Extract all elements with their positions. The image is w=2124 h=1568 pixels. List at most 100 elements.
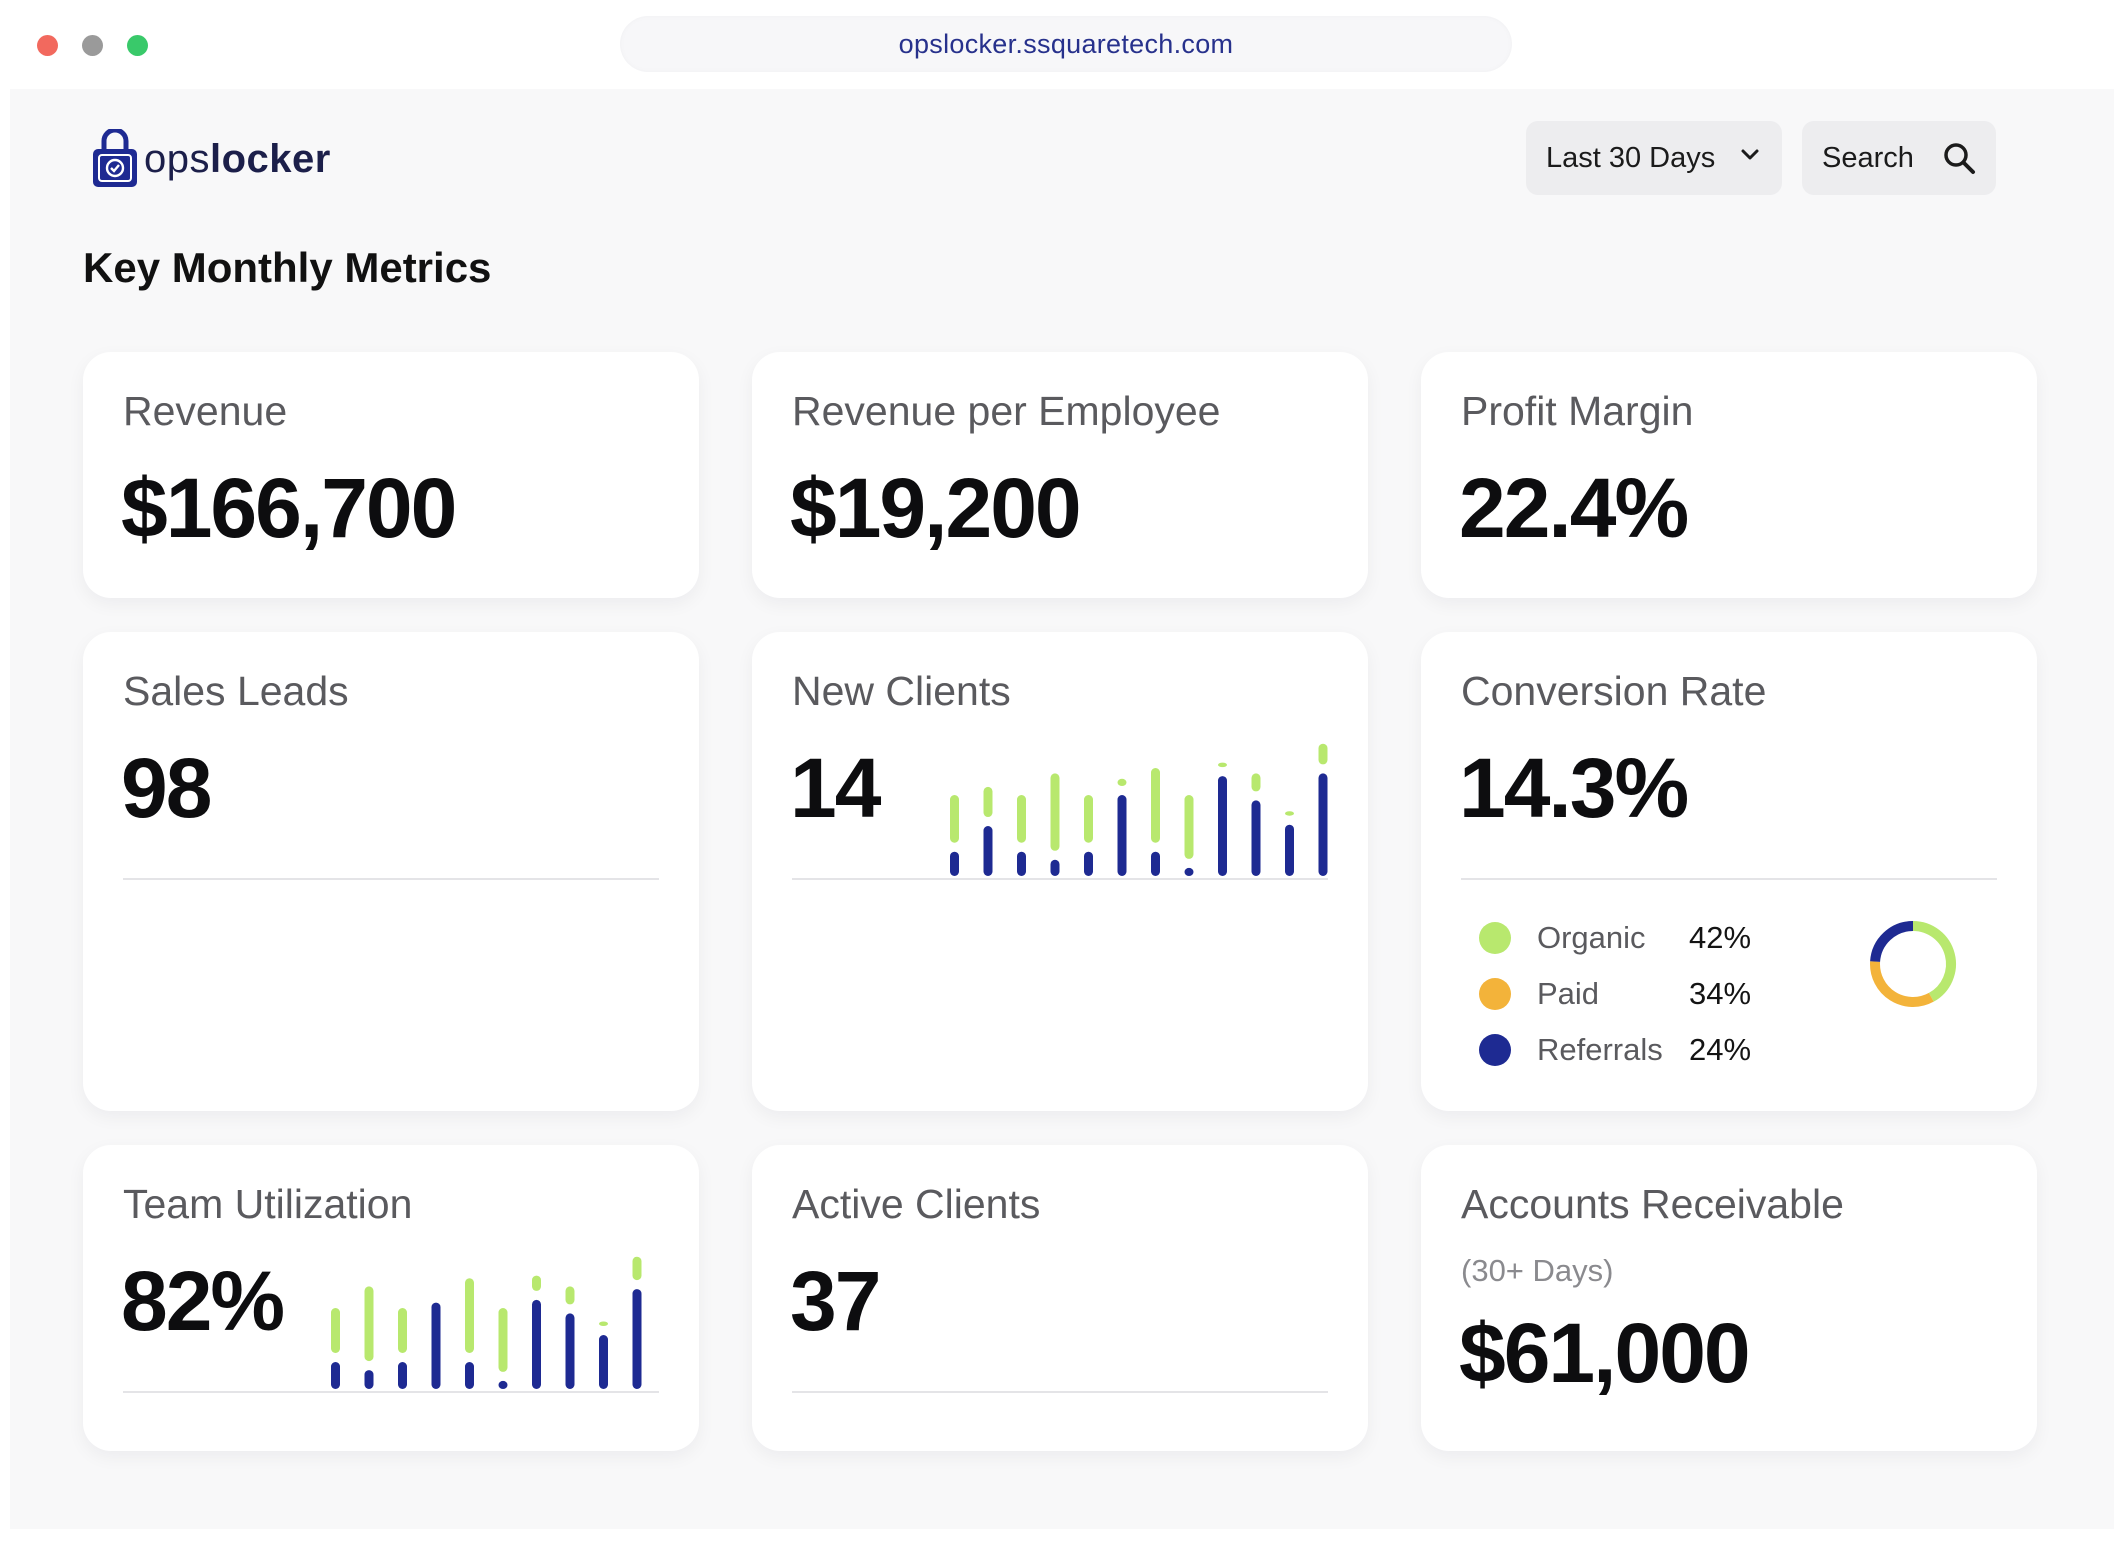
sparkline-bar-lower [1318, 773, 1328, 876]
address-bar-url: opslocker.ssquaretech.com [898, 28, 1234, 59]
sparkline-bar-lower [1151, 851, 1160, 876]
accounts-receivable-card[interactable]: Accounts Receivable (30+ Days) $61,000 [1421, 1145, 2037, 1451]
maximize-window-button[interactable] [127, 35, 148, 56]
minimize-window-button[interactable] [82, 35, 103, 56]
donut-segment-organic [1912, 921, 1956, 1002]
sparkline-bar-upper [1050, 773, 1060, 851]
legend-percent: 24% [1689, 1032, 1752, 1067]
accounts-receivable-sublabel: (30+ Days) [1461, 1253, 1614, 1288]
team-utilization-label: Team Utilization [123, 1181, 413, 1227]
search-button[interactable]: Search [1802, 121, 1996, 195]
sparkline-bar-lower [1251, 800, 1261, 876]
sparkline-bar-lower [465, 1362, 474, 1389]
new-clients-label: New Clients [792, 668, 1011, 714]
team-utilization-sparkline [331, 1256, 642, 1389]
page-title: Key Monthly Metrics [83, 244, 492, 291]
search-icon [1944, 143, 1975, 174]
sparkline-bar-upper [532, 1275, 541, 1291]
active-clients-card[interactable]: Active Clients 37 [752, 1145, 1368, 1451]
sparkline-bar-lower [632, 1289, 642, 1389]
legend-name: Organic [1537, 920, 1646, 955]
logo-wordmark: opslocker [144, 137, 331, 182]
date-range-dropdown[interactable]: Last 30 Days [1526, 121, 1782, 195]
sparkline-bar-upper [1151, 768, 1160, 843]
sales-leads-label: Sales Leads [123, 668, 349, 714]
donut-segment-referrals [1870, 921, 1914, 963]
sparkline-bar-lower [1218, 776, 1227, 876]
close-window-button[interactable] [37, 35, 58, 56]
conversion-rate-card[interactable]: Conversion Rate 14.3% Organic 42% Paid 3… [1421, 632, 2037, 1111]
legend-item-referrals: Referrals 24% [1479, 1022, 1751, 1078]
search-label: Search [1822, 141, 1914, 174]
referrals-swatch [1479, 1034, 1511, 1066]
logo-wordmark-bold: locker [210, 136, 331, 181]
sparkline-bar-lower [1117, 795, 1127, 876]
legend-percent: 34% [1689, 976, 1752, 1011]
legend-item-paid: Paid 34% [1479, 966, 1751, 1022]
revenue-value: $166,700 [121, 461, 457, 555]
sparkline-bar-upper [1285, 811, 1294, 816]
sparkline-bar-lower [364, 1370, 374, 1389]
revenue-label: Revenue [123, 388, 288, 434]
divider [792, 878, 1328, 880]
address-bar[interactable]: opslocker.ssquaretech.com [620, 16, 1512, 72]
accounts-receivable-label: Accounts Receivable [1461, 1181, 1844, 1227]
new-clients-card[interactable]: New Clients 14 [752, 632, 1368, 1111]
legend-name: Paid [1537, 976, 1600, 1011]
chevron-down-icon [1741, 149, 1759, 160]
sparkline-bar-upper [1117, 778, 1127, 786]
legend-name: Referrals [1537, 1032, 1663, 1067]
sparkline-bar-lower [398, 1362, 407, 1389]
revenue-per-employee-label: Revenue per Employee [792, 388, 1221, 434]
divider [123, 878, 659, 880]
sparkline-bar-upper [1084, 795, 1093, 843]
sales-leads-value: 98 [121, 741, 212, 835]
logo-wordmark-light: ops [144, 136, 210, 181]
sparkline-bar-upper [1184, 795, 1194, 859]
active-clients-label: Active Clients [792, 1181, 1041, 1227]
sparkline-bar-lower [1017, 851, 1026, 876]
active-clients-value: 37 [790, 1254, 881, 1348]
sparkline-bar-upper [465, 1278, 474, 1353]
revenue-per-employee-card[interactable]: Revenue per Employee $19,200 [752, 352, 1368, 598]
sparkline-bar-upper [950, 795, 959, 843]
sparkline-bar-upper [983, 786, 993, 818]
profit-margin-card[interactable]: Profit Margin 22.4% [1421, 352, 2037, 598]
sparkline-bar-lower [1285, 824, 1294, 876]
sparkline-bar-upper [498, 1308, 508, 1372]
sparkline-bar-upper [364, 1286, 374, 1362]
opslocker-logo[interactable]: opslocker [90, 129, 331, 189]
dashboard-app: opslocker Last 30 Days Search Key Monthl… [10, 89, 2114, 1529]
team-utilization-card[interactable]: Team Utilization 82% [83, 1145, 699, 1451]
browser-chrome: opslocker.ssquaretech.com [0, 0, 2124, 88]
divider [792, 1391, 1328, 1393]
sparkline-bar-lower [983, 826, 993, 876]
divider [123, 1391, 659, 1393]
sparkline-bar-lower [565, 1313, 575, 1389]
sparkline-bar-upper [599, 1321, 608, 1326]
sparkline-bar-lower [498, 1380, 508, 1389]
revenue-per-employee-value: $19,200 [790, 461, 1082, 555]
sales-leads-card[interactable]: Sales Leads 98 [83, 632, 699, 1111]
sparkline-bar-lower [950, 851, 959, 876]
conversion-rate-value: 14.3% [1459, 741, 1689, 835]
revenue-card[interactable]: Revenue $166,700 [83, 352, 699, 598]
sparkline-bar-upper [1017, 795, 1026, 843]
organic-swatch [1479, 922, 1511, 954]
sparkline-bar-lower [599, 1335, 608, 1389]
conversion-donut-chart [1870, 921, 1956, 1007]
sparkline-bar-lower [1084, 851, 1093, 876]
legend-percent: 42% [1689, 920, 1752, 955]
sparkline-bar-upper [1318, 743, 1328, 765]
donut-segment-paid [1870, 961, 1934, 1007]
profit-margin-value: 22.4% [1459, 461, 1689, 555]
padlock-logo-icon [93, 129, 137, 187]
sparkline-bar-upper [398, 1308, 407, 1353]
sparkline-bar-upper [565, 1286, 575, 1305]
conversion-legend: Organic 42% Paid 34% Referrals 24% [1479, 910, 1751, 1078]
sparkline-bar-upper [331, 1308, 340, 1353]
sparkline-bar-upper [1218, 762, 1227, 768]
new-clients-sparkline [950, 743, 1328, 876]
accounts-receivable-value: $61,000 [1459, 1306, 1751, 1400]
sparkline-bar-lower [431, 1302, 441, 1389]
